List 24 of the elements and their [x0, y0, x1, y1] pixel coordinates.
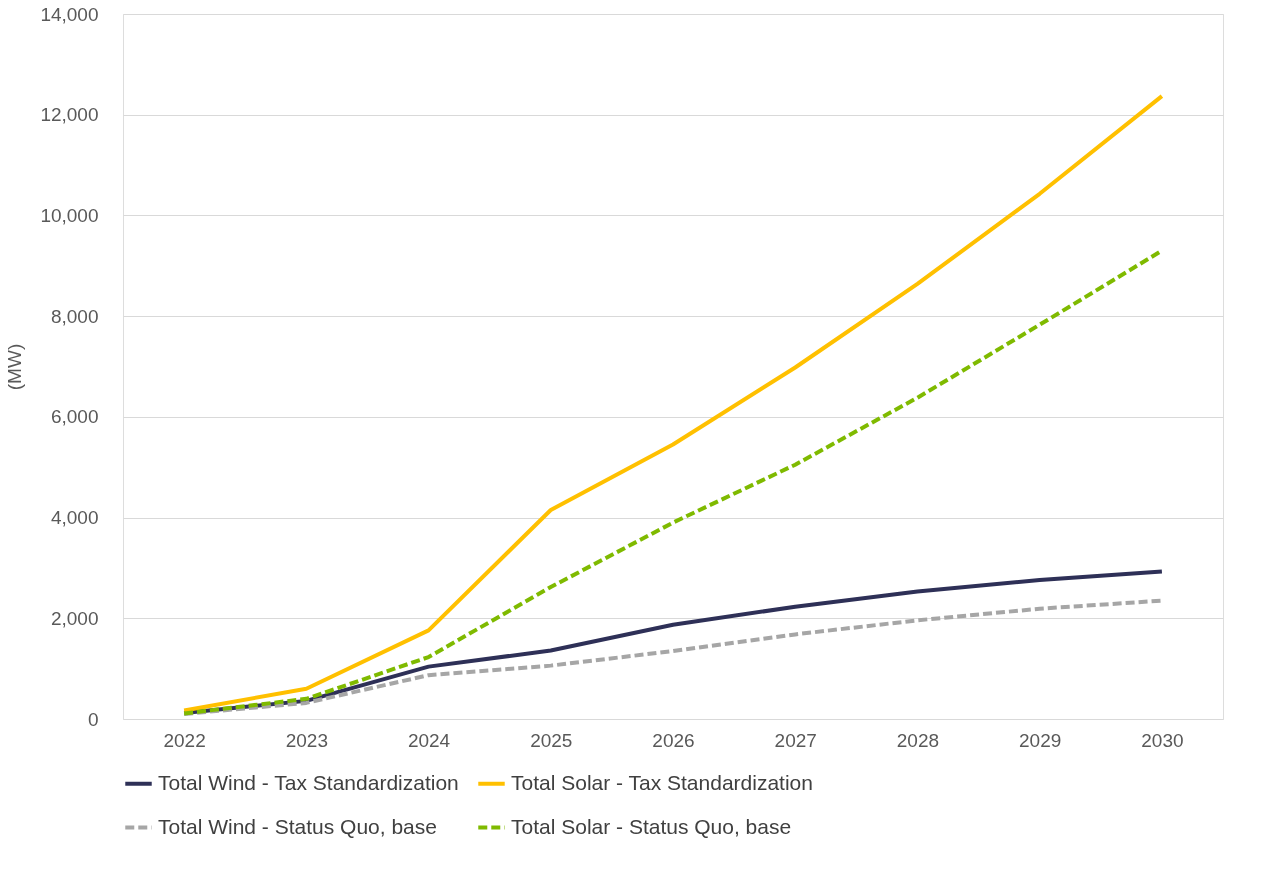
y-axis-title: (MW): [4, 343, 26, 391]
y-tick-label: 14,000: [40, 3, 99, 25]
line-series: [182, 94, 1164, 713]
x-tick-label: 2022: [163, 729, 206, 751]
x-tick-label: 2030: [1141, 729, 1184, 751]
y-tick-label: 4,000: [50, 507, 99, 529]
y-tick-label: 10,000: [40, 204, 99, 226]
legend-label: Total Wind - Status Quo, base: [158, 814, 437, 838]
line-series: [182, 598, 1164, 716]
x-tick-label: 2025: [530, 729, 573, 751]
legend-label: Total Wind - Tax Standardization: [158, 770, 459, 794]
x-tick-label: 2023: [285, 729, 328, 751]
x-tick-label: 2029: [1019, 729, 1062, 751]
x-tick-label: 2028: [896, 729, 940, 751]
legend-label: Total Solar - Status Quo, base: [511, 814, 792, 838]
x-tick-label: 2026: [652, 729, 695, 751]
x-tick-label: 2024: [407, 729, 451, 751]
x-tick-label: 2027: [774, 729, 817, 751]
y-tick-label: 12,000: [40, 104, 99, 126]
y-tick-label: 0: [87, 708, 99, 730]
y-tick-label: 6,000: [50, 406, 99, 428]
legend-label: Total Solar - Tax Standardization: [511, 770, 813, 794]
y-tick-label: 8,000: [50, 305, 99, 327]
y-tick-label: 2,000: [50, 607, 99, 629]
